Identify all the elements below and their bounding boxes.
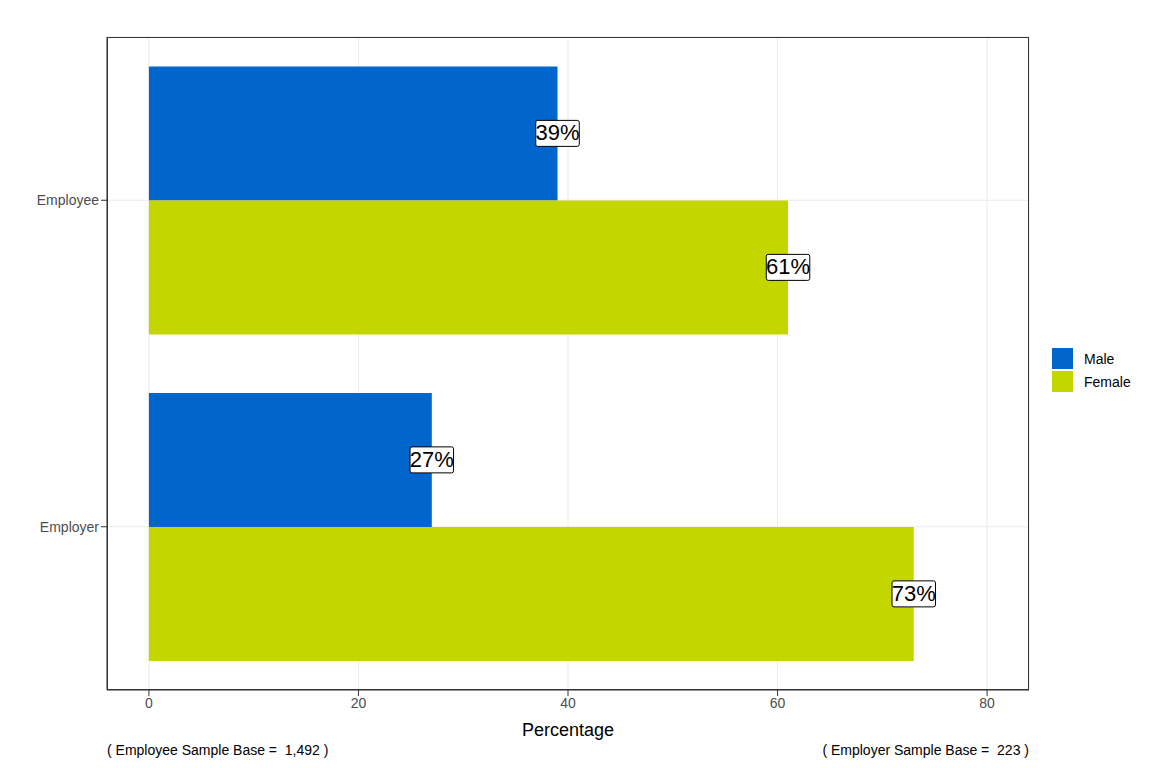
svg-text:61%: 61% [766,254,810,279]
html-text:Male: Male [1084,350,1115,367]
svg-text:40: 40 [560,695,576,711]
svg-text:27%: 27% [410,447,454,472]
html-text:( Employee Sample Base = 1,492: ( Employee Sample Base = 1,492 ) [107,742,329,758]
html-text:( Employer Sample Base = 223 ): ( Employer Sample Base = 223 ) [822,742,1029,758]
svg-text:Employee: Employee [37,192,99,208]
svg-text:60: 60 [770,695,786,711]
html-text:Female: Female [1084,373,1131,390]
svg-text:Percentage: Percentage [522,720,614,740]
svg-text:0: 0 [145,695,153,711]
svg-text:Employer: Employer [40,519,99,535]
svg-text:80: 80 [979,695,995,711]
svg-text:73%: 73% [892,581,936,606]
svg-text:39%: 39% [535,120,579,145]
svg-text:20: 20 [351,695,367,711]
